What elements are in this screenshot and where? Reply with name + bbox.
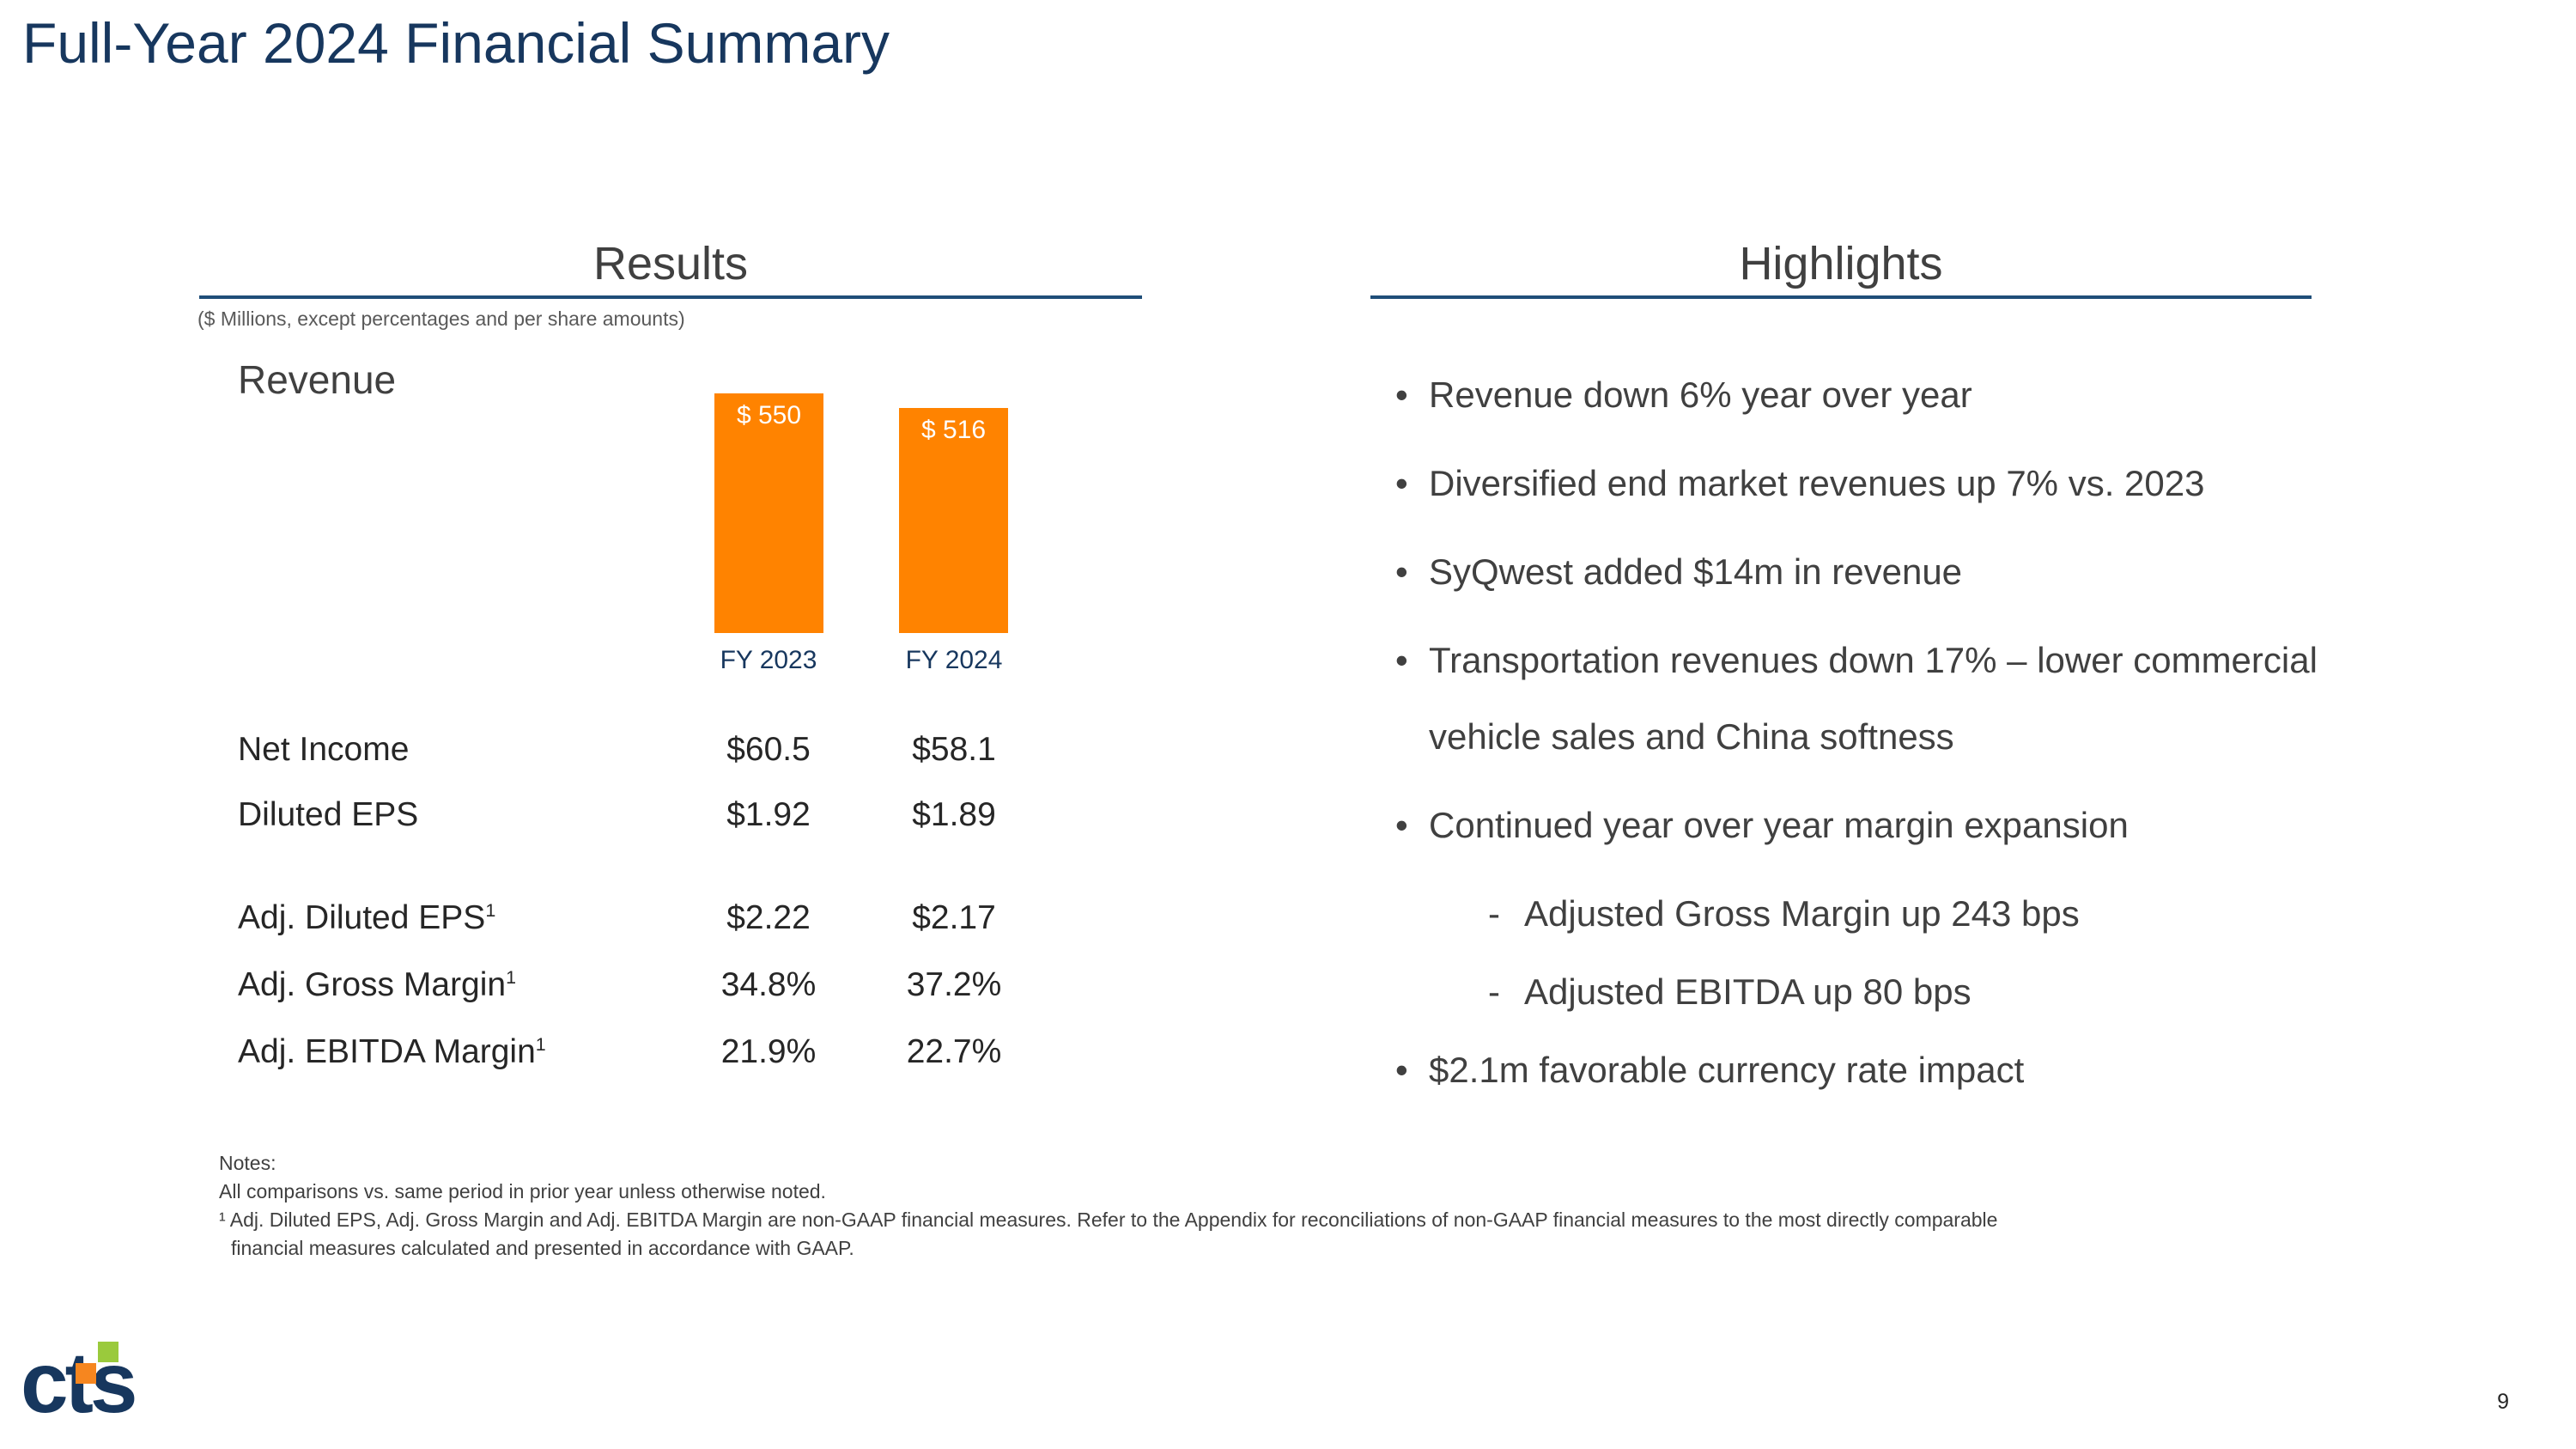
table-row: Diluted EPS $1.92 $1.89 (238, 796, 1114, 839)
dash-icon: - (1488, 893, 1500, 934)
footnote-marker: 1 (506, 967, 517, 988)
revenue-bar-fy2023: $ 550 (714, 393, 823, 633)
metric-label: Adj. Diluted EPS1 (238, 899, 496, 936)
table-row: Adj. Diluted EPS1 $2.22 $2.17 (238, 899, 1114, 942)
table-row: Net Income $60.5 $58.1 (238, 731, 1114, 774)
page-number: 9 (2497, 1390, 2509, 1414)
metric-value-fy2023: $2.22 (726, 899, 811, 936)
revenue-bar-fy2024: $ 516 (899, 408, 1008, 633)
bullet-item: • $2.1m favorable currency rate impact (1395, 1032, 2323, 1108)
note-line: Notes: (219, 1152, 276, 1174)
metric-value-fy2024: $1.89 (912, 796, 996, 833)
bullet-text: Diversified end market revenues up 7% vs… (1429, 463, 2205, 503)
table-row: Adj. EBITDA Margin1 21.9% 22.7% (238, 1033, 1114, 1076)
bullet-icon: • (1395, 551, 1408, 592)
revenue-label: Revenue (238, 357, 397, 402)
bullet-item: • Continued year over year margin expansi… (1395, 787, 2323, 863)
footnote-marker: 1 (535, 1034, 546, 1055)
table-row: Adj. Gross Margin1 34.8% 37.2% (238, 966, 1114, 1009)
metric-label: Net Income (238, 731, 410, 768)
cts-logo: cts (21, 1336, 227, 1440)
column-header-fy2023: FY 2023 (720, 646, 817, 674)
dash-icon: - (1488, 971, 1500, 1012)
bullet-icon: • (1395, 640, 1408, 680)
highlights-section-header: Highlights (1370, 239, 2312, 299)
logo-orange-square-icon (76, 1363, 96, 1384)
metric-value-fy2024: 22.7% (906, 1033, 1002, 1070)
bullet-item: • Diversified end market revenues up 7% v… (1395, 445, 2323, 521)
page-title: Full-Year 2024 Financial Summary (22, 11, 890, 75)
footnote-marker: 1 (485, 900, 496, 921)
metric-value-fy2024: $58.1 (912, 731, 996, 768)
bullet-text: Adjusted Gross Margin up 243 bps (1524, 893, 2080, 934)
metric-value-fy2023: $1.92 (726, 796, 811, 833)
bullet-icon: • (1395, 463, 1408, 503)
units-note: ($ Millions, except percentages and per … (197, 307, 685, 330)
metric-value-fy2024: $2.17 (912, 899, 996, 936)
metric-value-fy2023: 34.8% (720, 966, 817, 1003)
note-line: ¹ Adj. Diluted EPS, Adj. Gross Margin an… (219, 1209, 1998, 1231)
note-line: All comparisons vs. same period in prior… (219, 1180, 826, 1202)
metric-label: Diluted EPS (238, 796, 419, 833)
bullet-item: • Revenue down 6% year over year (1395, 356, 2323, 433)
highlights-list: • Revenue down 6% year over year • Diversi… (1395, 356, 2323, 1120)
bullet-item: • SyQwest added $14m in revenue (1395, 533, 2323, 610)
metric-value-fy2023: 21.9% (720, 1033, 817, 1070)
bullet-icon: • (1395, 805, 1408, 845)
sub-bullet-item: - Adjusted EBITDA up 80 bps (1395, 953, 2323, 1030)
bullet-text: SyQwest added $14m in revenue (1429, 551, 1963, 592)
metric-value-fy2024: 37.2% (906, 966, 1002, 1003)
bullet-text: Adjusted EBITDA up 80 bps (1524, 971, 1971, 1012)
bar-value-label: $ 516 (920, 416, 987, 444)
bullet-text: $2.1m favorable currency rate impact (1429, 1050, 2025, 1090)
bullet-text: Revenue down 6% year over year (1429, 374, 1972, 415)
bullet-text: Continued year over year margin expansio… (1429, 805, 2129, 845)
notes: Notes: All comparisons vs. same period i… (219, 1149, 2323, 1263)
bar-value-label: $ 550 (736, 401, 802, 429)
revenue-bar-chart: $ 550 $ 516 (714, 393, 1008, 633)
sub-bullet-item: - Adjusted Gross Margin up 243 bps (1395, 875, 2323, 952)
bullet-icon: • (1395, 374, 1408, 415)
metric-label: Adj. Gross Margin1 (238, 966, 517, 1003)
note-line: financial measures calculated and presen… (231, 1237, 854, 1259)
logo-green-square-icon (98, 1342, 118, 1362)
bullet-item: • Transportation revenues down 17% – lowe… (1395, 622, 2323, 775)
column-header-fy2024: FY 2024 (905, 646, 1003, 674)
metric-label: Adj. EBITDA Margin1 (238, 1033, 546, 1070)
column-header-row: FY 2023 FY 2024 (238, 646, 1097, 680)
metric-value-fy2023: $60.5 (726, 731, 811, 768)
results-section-header: Results (199, 239, 1142, 299)
bullet-icon: • (1395, 1050, 1408, 1090)
bullet-text: Transportation revenues down 17% – lower… (1429, 640, 2318, 757)
